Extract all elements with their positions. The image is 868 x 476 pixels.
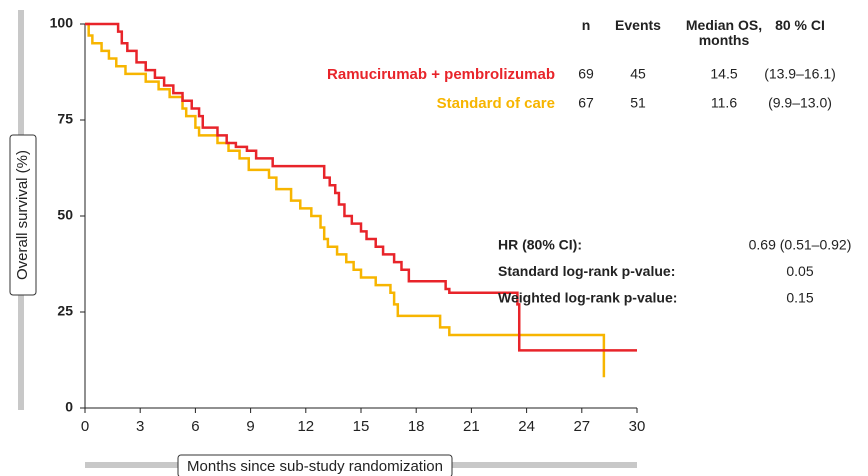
x-tick-label: 15	[353, 418, 370, 435]
table-cell: 45	[630, 66, 646, 82]
y-tick-label: 100	[50, 15, 74, 31]
legend-label: Ramucirumab + pembrolizumab	[327, 66, 555, 83]
x-axis-label: Months since sub-study randomization	[187, 458, 443, 475]
x-label-box	[177, 454, 453, 476]
table-cell: (9.9–13.0)	[768, 95, 832, 111]
x-tick-label: 0	[81, 418, 89, 435]
table-cell: (13.9–16.1)	[764, 66, 836, 82]
x-tick-label: 6	[191, 418, 199, 435]
x-tick-label: 18	[408, 418, 425, 435]
x-tick-label: 9	[246, 418, 254, 435]
y-label-box	[9, 134, 37, 296]
x-tick-label: 12	[297, 418, 314, 435]
column-header: 80 % CI	[775, 17, 825, 33]
stat-value: 0.05	[786, 263, 813, 279]
survival-curve	[85, 22, 606, 378]
x-tick-label: 3	[136, 418, 144, 435]
x-tick-label: 30	[629, 418, 646, 435]
stat-label: Weighted log-rank p-value:	[498, 290, 677, 306]
y-tick-label: 25	[57, 303, 73, 319]
survival-curve	[85, 22, 637, 352]
table-cell: 67	[578, 95, 594, 111]
y-tick-label: 0	[65, 399, 73, 415]
x-tick-label: 24	[518, 418, 535, 435]
x-tick-label: 21	[463, 418, 480, 435]
table-cell: 14.5	[710, 66, 737, 82]
column-header: Median OS, months	[685, 17, 763, 48]
column-header: n	[581, 17, 591, 33]
table-cell: 69	[578, 66, 594, 82]
stat-label: Standard log-rank p-value:	[498, 263, 675, 279]
stat-value: 0.15	[786, 290, 813, 306]
table-cell: 11.6	[711, 95, 737, 111]
stat-label: HR (80% CI):	[498, 237, 582, 253]
legend-label: Standard of care	[437, 95, 555, 112]
table-cell: 51	[630, 95, 646, 111]
y-tick-label: 50	[57, 207, 73, 223]
column-header: Events	[615, 17, 661, 33]
x-tick-label: 27	[573, 418, 590, 435]
stat-value: 0.69 (0.51–0.92)	[749, 237, 852, 253]
y-axis-label: Overall survival (%)	[14, 150, 31, 280]
y-tick-label: 75	[57, 111, 73, 127]
